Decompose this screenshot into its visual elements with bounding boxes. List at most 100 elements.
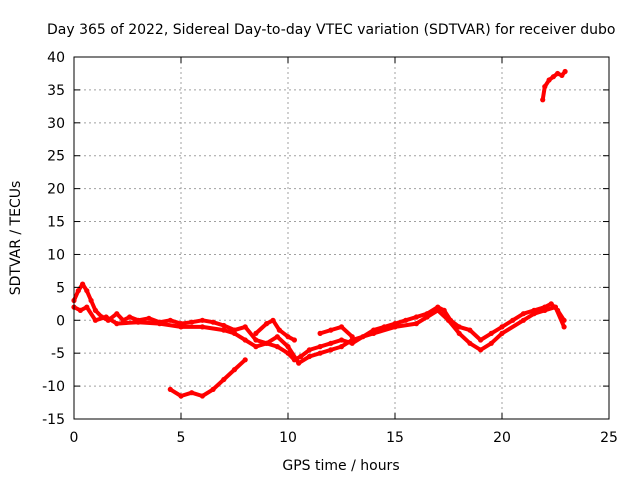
- data-point: [306, 353, 312, 360]
- data-point: [555, 70, 561, 77]
- data-point: [562, 68, 568, 75]
- data-point: [403, 317, 409, 323]
- data-point: [199, 393, 205, 399]
- y-tick-label: 5: [56, 280, 65, 296]
- data-point: [548, 301, 554, 307]
- data-point: [103, 314, 109, 320]
- data-point: [499, 324, 505, 330]
- data-point: [178, 393, 184, 399]
- data-point: [542, 84, 548, 90]
- data-point: [559, 72, 565, 78]
- data-point: [167, 317, 173, 323]
- y-tick-label: 40: [47, 50, 65, 66]
- data-point: [520, 317, 527, 323]
- data-point: [210, 386, 216, 392]
- data-point: [488, 330, 494, 336]
- data-point: [510, 317, 516, 323]
- data-point: [157, 321, 163, 327]
- data-point: [146, 315, 152, 321]
- y-tick-label: 20: [47, 182, 65, 198]
- y-tick-label: -5: [51, 346, 65, 362]
- plot-frame: [73, 56, 610, 420]
- data-point: [253, 330, 259, 336]
- data-point: [253, 344, 259, 350]
- x-tick-label: 20: [493, 430, 511, 446]
- data-point: [296, 360, 302, 366]
- data-point: [531, 311, 537, 317]
- data-point: [80, 281, 86, 287]
- data-point: [189, 319, 195, 325]
- data-point: [546, 77, 552, 83]
- data-point: [127, 314, 133, 320]
- data-point: [550, 74, 557, 80]
- data-point: [274, 344, 280, 350]
- data-point: [135, 319, 141, 325]
- data-point: [520, 311, 527, 317]
- data-point: [199, 317, 205, 323]
- data-point: [88, 297, 94, 304]
- data-point: [291, 337, 297, 343]
- x-tick-label: 10: [279, 430, 297, 446]
- data-point: [413, 314, 419, 320]
- data-point: [328, 327, 334, 333]
- data-point: [231, 330, 238, 336]
- data-point: [242, 324, 248, 330]
- data-point: [264, 321, 270, 327]
- series-layer: [71, 68, 568, 399]
- y-tick-label: -15: [42, 412, 65, 428]
- data-point: [84, 288, 90, 294]
- data-point: [114, 311, 120, 317]
- data-point: [552, 304, 559, 310]
- data-point: [210, 319, 216, 325]
- data-point: [338, 344, 345, 350]
- data-point: [349, 334, 355, 340]
- data-point: [92, 317, 98, 323]
- data-point: [92, 307, 98, 313]
- data-point: [467, 340, 473, 346]
- data-point: [445, 317, 452, 323]
- x-tick-label: 5: [177, 430, 186, 446]
- data-point: [264, 340, 270, 346]
- data-point: [392, 324, 398, 330]
- data-point: [456, 330, 462, 336]
- data-point: [499, 330, 505, 336]
- data-point: [317, 350, 323, 356]
- data-point: [338, 324, 345, 330]
- y-tick-label: 30: [47, 116, 65, 132]
- data-point: [317, 330, 323, 336]
- y-tick-label: 10: [47, 247, 65, 263]
- data-point: [178, 324, 184, 330]
- data-point: [441, 307, 447, 313]
- data-point: [435, 307, 441, 313]
- x-tick-label: 25: [600, 430, 618, 446]
- data-point: [478, 337, 484, 343]
- data-point: [242, 357, 248, 363]
- data-point: [478, 347, 484, 353]
- data-point: [317, 344, 323, 350]
- data-point: [306, 347, 312, 353]
- data-point: [285, 334, 291, 340]
- data-point: [467, 327, 473, 333]
- data-point: [84, 304, 90, 310]
- data-point: [413, 321, 419, 327]
- data-point: [77, 307, 83, 313]
- data-point: [221, 327, 227, 333]
- y-tick-label: 25: [47, 149, 65, 165]
- data-point: [75, 288, 81, 294]
- data-point: [338, 337, 345, 343]
- series-line-excursion-3: [318, 324, 355, 339]
- data-point: [371, 330, 377, 336]
- data-point: [167, 386, 173, 392]
- data-point: [274, 334, 280, 340]
- data-point: [221, 376, 227, 383]
- data-point: [114, 321, 120, 327]
- x-tick-label: 0: [70, 430, 79, 446]
- y-tick-label: 35: [47, 83, 65, 99]
- data-point: [424, 314, 430, 320]
- data-point: [199, 324, 205, 330]
- y-tick-label: 15: [47, 215, 65, 231]
- y-tick-label: -10: [42, 379, 65, 395]
- data-point: [298, 353, 304, 360]
- data-point: [456, 324, 462, 330]
